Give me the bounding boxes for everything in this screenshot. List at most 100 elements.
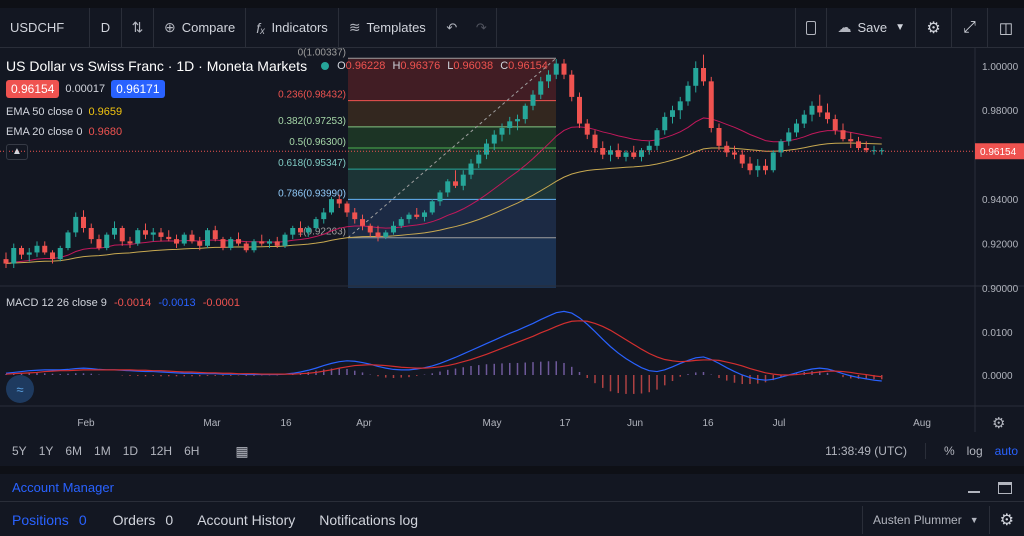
symbol-search-button[interactable]: USDCHF — [0, 8, 90, 47]
account-selector[interactable]: Austen Plummer ▼ — [862, 505, 990, 534]
candle-body — [50, 252, 55, 260]
chart-type-button[interactable]: ⇅ — [122, 8, 154, 47]
candle-body — [367, 225, 373, 233]
buy-button[interactable]: 0.96171 — [111, 80, 165, 98]
range-button[interactable]: 1D — [122, 444, 139, 458]
candle-body — [228, 239, 234, 248]
candle-body — [321, 212, 327, 220]
maximize-icon[interactable] — [998, 481, 1012, 494]
templates-icon: ≋ — [348, 19, 361, 35]
fib-label: 0.5(0.96300) — [289, 137, 346, 148]
log-toggle[interactable]: log — [966, 444, 983, 458]
tab-orders[interactable]: Orders 0 — [112, 511, 174, 528]
candle-body — [770, 152, 776, 171]
candle-body — [825, 112, 830, 120]
candle-body — [739, 154, 745, 164]
candle-body — [143, 230, 148, 235]
time-tick-label: Jun — [627, 418, 643, 429]
range-button[interactable]: 5Y — [12, 444, 27, 458]
macd-tick-label: 0.0000 — [982, 371, 1013, 382]
time-tick-label: May — [483, 418, 502, 429]
fib-retracement[interactable]: 0(1.00337) 0.236(0.98432) 0.382(0.97253) 0.… — [278, 48, 557, 288]
panel-divider[interactable] — [0, 466, 1024, 474]
candle-body — [639, 150, 644, 157]
candle-body — [329, 199, 334, 213]
range-button[interactable]: 12H — [150, 444, 173, 458]
tab-positions[interactable]: Positions 0 — [12, 511, 87, 528]
time-tick-label: Mar — [203, 418, 221, 429]
candle-body — [863, 148, 869, 151]
undo-button[interactable]: ↶ — [437, 8, 467, 47]
account-settings-gear[interactable]: ⚙ — [1000, 510, 1014, 530]
sell-button[interactable]: 0.96154 — [6, 80, 60, 98]
range-button[interactable]: 6H — [184, 444, 200, 458]
ema20-legend[interactable]: EMA 20 close 0 0.9680 — [6, 126, 123, 138]
gear-icon: ⚙ — [992, 415, 1006, 432]
time-tick-label: 16 — [702, 418, 714, 429]
account-tabs: Positions 0 Orders 0 Account History Notif… — [0, 503, 1024, 536]
indicators-button[interactable]: fₓ Indicators — [246, 8, 339, 47]
candle-body — [592, 134, 598, 148]
tab-notifications-log[interactable]: Notifications log — [319, 511, 419, 528]
range-button[interactable]: 1Y — [38, 444, 54, 458]
candle-body — [732, 152, 737, 155]
candle-body — [809, 105, 815, 115]
macd-legend[interactable]: MACD 12 26 close 9 -0.0014 -0.0013 -0.00… — [6, 297, 241, 309]
legend-title-row: US Dollar vs Swiss Franc · 1D · Moneta M… — [6, 56, 548, 76]
time-tick-label: Feb — [77, 418, 95, 429]
candle-body — [290, 228, 296, 235]
candle-body — [34, 245, 40, 253]
redo-button[interactable]: ↷ — [467, 8, 497, 47]
snapshot-button[interactable]: ◫ — [988, 8, 1024, 47]
tab-account-history[interactable]: Account History — [197, 511, 296, 528]
chart-settings-gear[interactable]: ⚙ — [992, 414, 1005, 432]
candle-body — [406, 214, 412, 220]
compare-button[interactable]: ⊕ Compare — [154, 8, 247, 47]
symbol-label: USDCHF — [10, 20, 65, 35]
ema50-legend[interactable]: EMA 50 close 0 0.9659 — [6, 106, 123, 118]
candle-body — [484, 143, 489, 155]
settings-button[interactable]: ⚙ — [916, 8, 952, 47]
chevron-up-icon: ▲ — [6, 144, 28, 160]
candle-body — [476, 154, 482, 164]
percent-toggle[interactable]: % — [943, 444, 955, 458]
fib-label: 0.236(0.98432) — [278, 90, 346, 101]
calendar-icon[interactable]: ▦ — [235, 442, 249, 459]
save-button[interactable]: ☁ Save ▼ — [827, 8, 916, 47]
fib-band — [348, 148, 556, 170]
candle-body — [57, 248, 63, 260]
candle-body — [561, 63, 567, 75]
macd-line — [5, 310, 882, 382]
collapse-legend-button[interactable]: ▲ — [6, 142, 548, 162]
time-tick-label: Aug — [913, 418, 931, 429]
interval-button[interactable]: D — [90, 8, 122, 47]
candle-body — [794, 123, 799, 133]
fib-trendline — [347, 57, 557, 239]
ohlc: O0.96228 H0.96376 L0.96038 C0.96154 — [337, 60, 548, 72]
candle-body — [150, 232, 156, 235]
range-button[interactable]: 1M — [94, 444, 111, 458]
candle-body — [577, 96, 582, 124]
templates-button[interactable]: ≋ Templates — [339, 8, 437, 47]
expand-button[interactable]: ⤢ — [952, 8, 988, 47]
candle-body — [414, 214, 420, 217]
macd-tick-label: 0.0100 — [982, 328, 1013, 339]
account-manager-tab[interactable]: Account Manager — [12, 480, 114, 495]
candle-body — [716, 128, 722, 146]
candle-body — [623, 152, 629, 157]
candle-body — [708, 81, 714, 128]
minimize-icon[interactable] — [968, 490, 980, 493]
auto-toggle[interactable]: auto — [994, 444, 1018, 458]
fullscreen-toggle-button[interactable] — [795, 8, 828, 47]
candle-body — [670, 110, 675, 117]
candle-body — [88, 228, 94, 240]
ema50-line — [5, 142, 882, 265]
clock[interactable]: 11:38:49 (UTC) — [825, 444, 907, 458]
broker-logo[interactable]: ≈ — [6, 375, 34, 403]
candle-body — [546, 74, 551, 82]
price-chart[interactable]: 0(1.00337) 0.236(0.98432) 0.382(0.97253) 0.… — [0, 48, 1024, 432]
fib-band — [348, 100, 556, 127]
range-button[interactable]: 6M — [65, 444, 83, 458]
candle-body — [197, 241, 203, 246]
legend-title: US Dollar vs Swiss Franc · 1D · Moneta M… — [6, 58, 308, 74]
